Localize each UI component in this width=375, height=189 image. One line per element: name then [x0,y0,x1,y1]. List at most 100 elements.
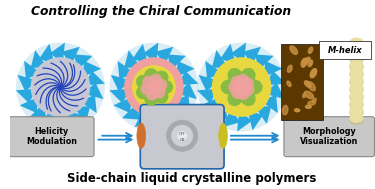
Ellipse shape [350,114,363,123]
Circle shape [197,43,286,131]
Ellipse shape [287,81,291,87]
Ellipse shape [153,70,168,86]
Ellipse shape [350,116,363,125]
Polygon shape [212,50,226,68]
Polygon shape [268,71,286,85]
Circle shape [31,58,90,116]
Circle shape [16,43,105,131]
Polygon shape [255,54,274,68]
Polygon shape [132,44,147,62]
Ellipse shape [132,65,176,109]
Ellipse shape [350,106,363,115]
Polygon shape [31,50,45,68]
Polygon shape [87,71,105,85]
Polygon shape [118,61,131,79]
Circle shape [212,58,271,116]
Ellipse shape [301,58,307,67]
Polygon shape [67,112,82,130]
Ellipse shape [136,75,152,90]
Polygon shape [122,106,140,120]
Ellipse shape [350,53,363,62]
Polygon shape [39,44,54,62]
Polygon shape [181,71,198,85]
Ellipse shape [238,82,254,96]
Ellipse shape [142,76,156,90]
Ellipse shape [294,109,300,112]
Ellipse shape [350,85,363,94]
Ellipse shape [240,68,256,85]
Polygon shape [24,61,38,79]
Ellipse shape [350,108,363,117]
Polygon shape [56,115,71,132]
Ellipse shape [308,47,313,53]
Ellipse shape [220,79,238,95]
FancyBboxPatch shape [9,117,94,157]
Polygon shape [83,61,101,76]
Polygon shape [268,83,285,99]
Polygon shape [17,75,34,91]
Polygon shape [243,47,261,62]
Polygon shape [210,106,228,120]
Ellipse shape [236,74,249,90]
Ellipse shape [350,45,363,54]
Ellipse shape [228,80,244,94]
FancyBboxPatch shape [284,117,375,157]
Polygon shape [150,115,164,132]
Ellipse shape [219,123,228,148]
Ellipse shape [153,88,168,103]
Polygon shape [110,89,127,103]
Text: Helicity
Modulation: Helicity Modulation [26,127,77,146]
Ellipse shape [304,57,310,63]
Polygon shape [168,54,186,68]
Ellipse shape [146,86,159,100]
Ellipse shape [350,101,363,109]
Ellipse shape [350,68,363,77]
Polygon shape [87,83,104,99]
Circle shape [177,131,187,141]
Polygon shape [111,75,127,91]
Ellipse shape [231,75,246,91]
Polygon shape [177,95,190,113]
Ellipse shape [350,47,363,56]
Polygon shape [205,61,219,79]
Ellipse shape [287,65,292,72]
Ellipse shape [350,99,363,107]
Polygon shape [28,106,47,120]
Polygon shape [74,54,92,68]
Polygon shape [50,43,65,59]
Ellipse shape [137,123,146,148]
Ellipse shape [282,105,288,115]
Ellipse shape [148,74,162,88]
Ellipse shape [218,64,265,110]
Ellipse shape [350,70,363,79]
Ellipse shape [310,69,316,78]
Polygon shape [257,106,271,124]
Ellipse shape [350,78,363,87]
Ellipse shape [350,40,363,49]
Polygon shape [197,89,215,103]
Polygon shape [181,83,197,99]
Ellipse shape [290,46,297,54]
Polygon shape [124,50,138,68]
Text: Controlling the Chiral Communication: Controlling the Chiral Communication [31,5,291,18]
Ellipse shape [238,77,254,92]
Ellipse shape [307,59,311,67]
Polygon shape [135,112,152,127]
Polygon shape [83,95,97,113]
Polygon shape [41,112,58,127]
FancyBboxPatch shape [140,105,224,169]
Polygon shape [156,47,173,62]
Ellipse shape [350,55,363,64]
Circle shape [171,125,193,146]
Ellipse shape [228,89,243,106]
Ellipse shape [228,68,243,85]
Polygon shape [201,98,219,113]
Ellipse shape [245,79,262,95]
Ellipse shape [152,84,165,98]
Polygon shape [160,112,175,130]
Ellipse shape [304,81,311,88]
Text: M-helix: M-helix [327,46,362,54]
Polygon shape [170,106,184,124]
Ellipse shape [136,84,152,99]
Polygon shape [248,112,263,130]
